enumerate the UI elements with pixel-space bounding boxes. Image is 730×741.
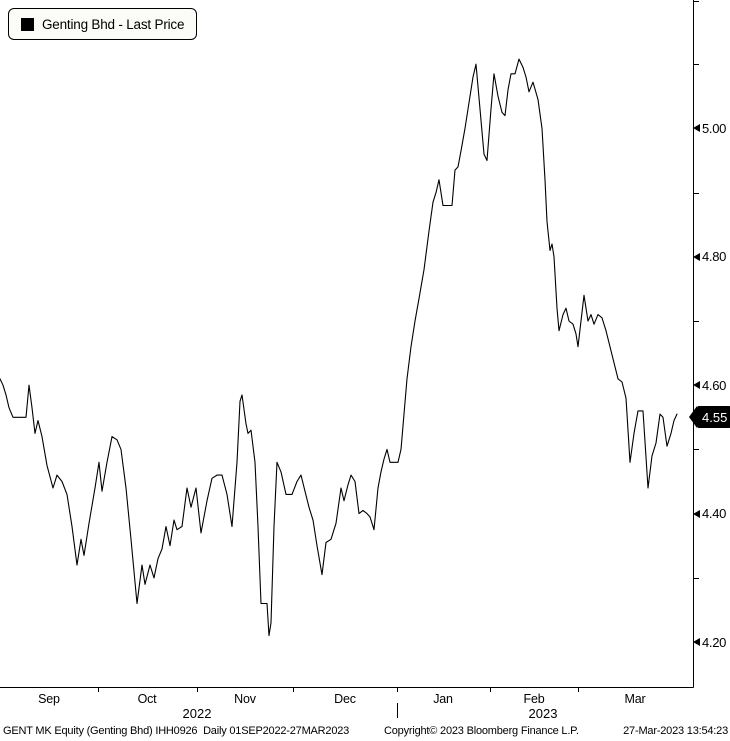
year-label-2022: 2022 [182,706,212,721]
y-axis-label: 4.80 [693,249,726,265]
month-label-jan: Jan [433,692,453,706]
timestamp: 27-Mar-2023 13:54:23 [623,725,728,737]
badge-arrow-icon [689,406,697,429]
tick-arrow-icon [693,638,700,647]
price-line [0,58,678,637]
y-axis-label-text: 4.40 [702,506,727,522]
month-label-sep: Sep [38,692,60,706]
tick-arrow-icon [693,509,700,518]
month-label-feb: Feb [523,692,545,706]
tick-arrow-icon [693,381,700,390]
month-label-mar: Mar [624,692,646,706]
legend-box[interactable]: Genting Bhd - Last Price [8,8,198,40]
copyright-text: Copyright© 2023 Bloomberg Finance L.P. [384,725,579,737]
month-label-nov: Nov [234,692,256,706]
y-axis-label-text: 4.20 [702,634,727,650]
security-description: GENT MK Equity (Genting Bhd) IHH0926 Dai… [3,725,350,737]
y-axis-label-text: 5.00 [702,120,727,136]
month-label-oct: Oct [137,692,157,706]
y-axis-label-text: 4.60 [702,377,727,393]
series-swatch-icon [21,17,34,31]
year-label-2023: 2023 [528,706,558,721]
tick-arrow-icon [693,124,700,133]
legend-label: Genting Bhd - Last Price [42,16,185,32]
tick-arrow-icon [693,252,700,261]
y-axis-label-text: 4.80 [702,249,727,265]
month-label-dec: Dec [334,692,356,706]
y-axis-label: 5.00 [693,120,726,136]
y-axis-label: 4.20 [693,634,726,650]
y-axis-label: 4.60 [693,377,726,393]
y-axis-label: 4.40 [693,506,726,522]
last-price-badge: 4.55 [689,406,730,429]
last-price-value: 4.55 [697,406,730,429]
